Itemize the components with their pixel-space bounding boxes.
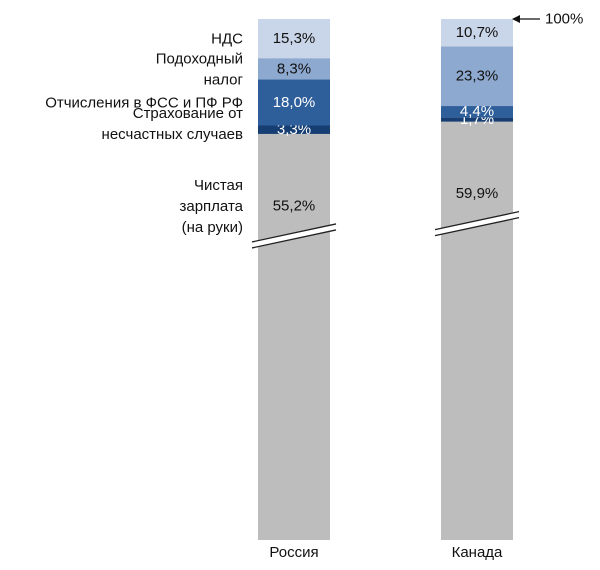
series-label-3: Отчисления в ФСС и ПФ РФ [45, 94, 243, 111]
row-labels: НДС Подоходный налог Отчисления в ФСС и ПФ … [45, 31, 243, 236]
arrow-head-icon [512, 15, 520, 23]
bar-segment-2-2 [441, 117, 513, 122]
axis-breaks [251, 211, 520, 249]
series-label-5-line-3: (на руки) [182, 219, 243, 236]
data-label-1-3: 18,0% [273, 94, 316, 111]
bar-segment-1-2 [258, 125, 330, 134]
bar-segment-1-1 [258, 133, 330, 540]
series-label-4: Страхование от несчастных случаев [102, 105, 244, 143]
series-label-4-line-2: несчастных случаев [102, 126, 243, 143]
top-annotation-label: 100% [545, 11, 583, 28]
bar-segment-1-3 [258, 79, 330, 126]
top-annotation: 100% [512, 11, 583, 28]
category-labels: Россия Канада [269, 544, 503, 561]
bars-group: 55,2%3,3%18,0%8,3%15,3%59,9%1,7%4,4%23,3… [258, 19, 513, 540]
series-label-5-line-2: зарплата [180, 198, 244, 215]
series-label-1-line-1: НДС [211, 31, 243, 48]
axis-break-1 [251, 223, 337, 249]
series-label-3-line-1: Отчисления в ФСС и ПФ РФ [45, 94, 243, 111]
bar-segment-2-3 [441, 106, 513, 118]
bar-segment-1-5 [258, 19, 330, 59]
category-label-2: Канада [452, 544, 503, 561]
series-label-1: НДС [211, 31, 243, 48]
series-label-5-line-1: Чистая [194, 177, 243, 194]
bar-segment-1-4 [258, 58, 330, 80]
bar-segment-2-5 [441, 19, 513, 47]
series-label-5: Чистая зарплата (на руки) [180, 177, 244, 236]
data-label-2-1: 59,9% [456, 185, 499, 202]
data-label-2-5: 10,7% [456, 24, 499, 41]
data-label-1-1: 55,2% [273, 197, 316, 214]
data-label-1-5: 15,3% [273, 30, 316, 47]
category-label-1: Россия [269, 544, 318, 561]
data-label-2-3: 4,4% [460, 103, 494, 120]
series-label-2-line-1: Подоходный [156, 50, 243, 67]
series-label-2-line-2: налог [204, 71, 244, 88]
data-label-2-4: 23,3% [456, 68, 499, 85]
data-label-1-4: 8,3% [277, 60, 311, 77]
bar-segment-2-1 [441, 121, 513, 540]
series-label-2: Подоходный налог [156, 50, 244, 88]
series-label-4-line-1: Страхование от [133, 105, 243, 122]
axis-break-2 [434, 211, 520, 237]
bar-segment-2-4 [441, 46, 513, 107]
